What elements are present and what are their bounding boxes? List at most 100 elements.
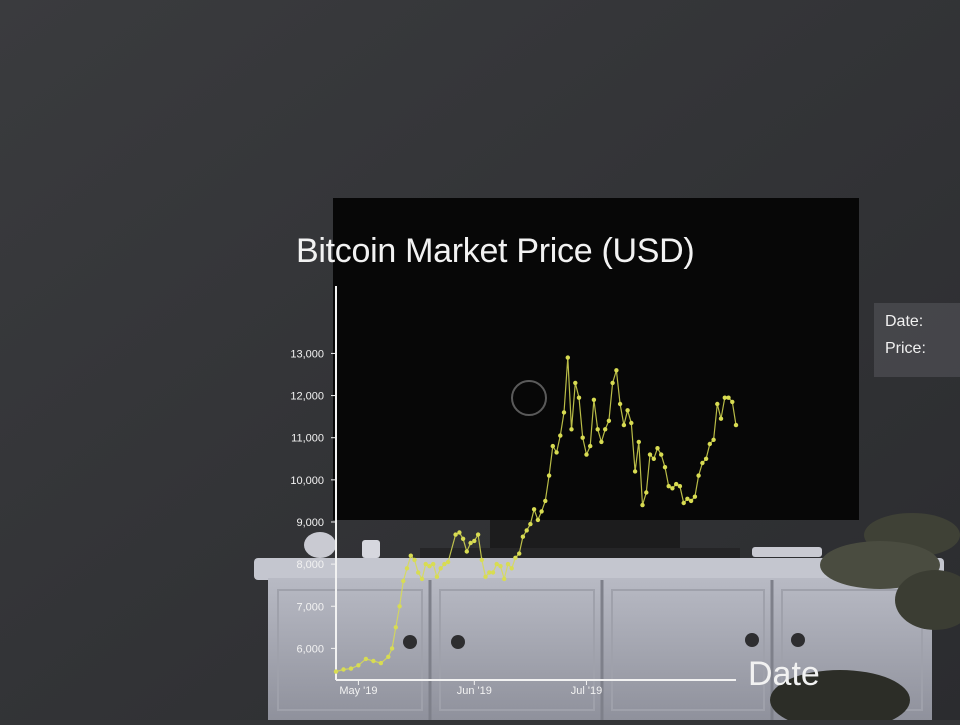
y-tick-label: 13,000 xyxy=(290,348,324,360)
price-point xyxy=(614,368,619,373)
x-tick-label: May '19 xyxy=(339,685,377,697)
price-point xyxy=(703,456,709,461)
price-line xyxy=(335,357,737,673)
price-point xyxy=(487,570,492,575)
price-point xyxy=(431,561,436,567)
price-point xyxy=(483,574,488,579)
price-point xyxy=(696,473,701,478)
price-point xyxy=(423,561,428,567)
price-point xyxy=(520,534,526,539)
price-point xyxy=(584,452,589,457)
price-point xyxy=(341,667,346,672)
price-point xyxy=(565,355,570,360)
tv-screen xyxy=(333,198,859,520)
tv-base xyxy=(420,548,740,558)
price-point xyxy=(576,395,582,400)
price-point xyxy=(502,576,507,582)
price-point xyxy=(644,490,649,495)
price-point xyxy=(348,666,354,671)
tooltip-price-label: Price: xyxy=(885,340,926,357)
price-point xyxy=(460,536,466,541)
price-point xyxy=(730,399,735,405)
price-point xyxy=(464,549,469,554)
price-point xyxy=(498,564,503,569)
price-point xyxy=(558,433,563,438)
price-point xyxy=(378,660,384,666)
price-point xyxy=(546,473,552,478)
price-point xyxy=(550,443,555,449)
price-point xyxy=(438,566,443,571)
price-point xyxy=(401,578,406,584)
price-point xyxy=(393,625,398,630)
price-point xyxy=(453,532,458,537)
chart-title: Bitcoin Market Price (USD) xyxy=(296,232,695,270)
price-point xyxy=(662,465,668,470)
price-point xyxy=(412,557,417,563)
y-tick-label: 6,000 xyxy=(296,643,324,655)
price-point xyxy=(543,498,548,504)
price-point xyxy=(591,397,597,402)
price-point xyxy=(580,435,585,440)
price-point xyxy=(588,443,593,449)
price-point xyxy=(479,557,484,563)
price-point xyxy=(681,500,686,506)
price-point xyxy=(371,658,376,664)
plant-leaves xyxy=(770,513,960,725)
price-point xyxy=(726,395,731,400)
price-point xyxy=(715,401,720,407)
price-point xyxy=(632,469,638,474)
price-point xyxy=(419,576,425,582)
y-tick-label: 12,000 xyxy=(290,391,324,403)
price-point xyxy=(528,521,533,527)
price-point xyxy=(554,450,559,455)
price-point xyxy=(397,604,402,609)
price-point xyxy=(636,439,641,445)
price-point xyxy=(475,532,481,537)
x-axis-ticks: May '19 Jun '19 Jul '19 xyxy=(339,680,602,697)
price-point xyxy=(711,437,716,442)
price-point xyxy=(666,484,671,489)
y-tick-label: 8,000 xyxy=(296,559,324,571)
price-point xyxy=(404,566,410,571)
price-point xyxy=(505,561,511,567)
price-point xyxy=(610,380,615,386)
price-point xyxy=(692,494,698,499)
price-point xyxy=(468,540,473,546)
price-point xyxy=(670,486,675,491)
price-point xyxy=(494,561,499,567)
price-point xyxy=(677,484,683,489)
price-point xyxy=(617,401,623,407)
price-point xyxy=(427,564,432,569)
price-point xyxy=(718,416,724,421)
price-point xyxy=(685,496,690,501)
price-point xyxy=(647,452,653,457)
price-point xyxy=(595,427,600,432)
price-point xyxy=(688,498,694,504)
y-tick-label: 11,000 xyxy=(291,433,324,445)
price-point xyxy=(490,570,496,575)
chart-axes xyxy=(335,286,736,681)
price-point xyxy=(539,509,544,514)
price-point xyxy=(625,408,630,413)
price-point xyxy=(733,422,739,428)
price-point xyxy=(674,481,679,487)
price-point xyxy=(531,507,537,512)
x-axis-label: Date xyxy=(748,655,820,693)
price-point xyxy=(722,395,727,400)
price-point xyxy=(434,574,440,579)
price-point xyxy=(389,646,395,651)
x-tick-label: Jul '19 xyxy=(571,685,602,697)
price-point xyxy=(524,528,529,533)
price-point xyxy=(408,553,413,558)
price-point xyxy=(509,566,514,571)
price-point xyxy=(603,427,608,432)
price-point xyxy=(569,427,574,432)
price-point xyxy=(356,663,361,668)
tooltip-date-label: Date: xyxy=(885,313,924,330)
price-point xyxy=(621,422,627,428)
price-point xyxy=(513,555,518,560)
series-layer xyxy=(333,355,739,674)
price-point xyxy=(651,456,656,461)
price-point xyxy=(700,460,705,466)
